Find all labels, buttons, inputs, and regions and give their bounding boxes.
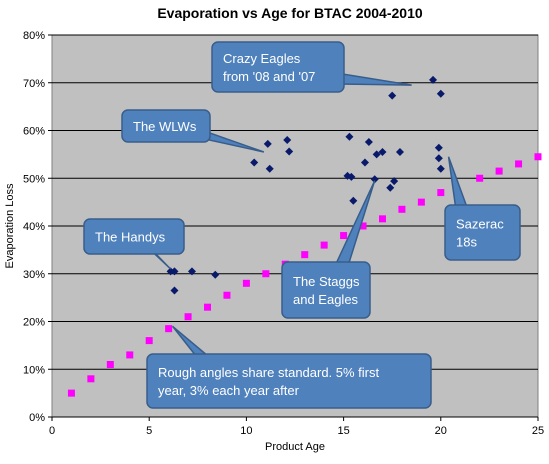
data-point [390,177,399,186]
y-tick-label: 20% [23,317,45,329]
y-axis-ticks: 0% 10% 20% 30% 40% 50% 60% 70% 80% [23,30,52,424]
data-point [145,337,153,345]
data-point [495,167,503,175]
data-point [211,270,220,279]
data-point [187,267,196,276]
callout: Rough angles share standard. 5% first yea… [146,325,432,409]
data-point [126,351,134,359]
data-point [250,158,259,167]
chart-title: Evaporation vs Age for BTAC 2004-2010 [157,5,423,21]
callout-text: The WLWs [133,119,197,134]
x-tick-label: 15 [337,425,349,437]
data-point [476,174,484,182]
callout-box [281,261,371,319]
callout-text: Sazerac [456,217,504,232]
callout: The WLWs [121,109,265,153]
data-point [265,164,274,173]
data-point [170,267,179,276]
callout-text: from '08 and '07 [223,69,315,84]
x-tick-label: 5 [146,425,152,437]
data-point [285,147,294,156]
data-point [283,136,292,145]
y-tick-label: 80% [23,30,45,42]
data-point [436,164,445,173]
x-tick-label: 20 [435,425,447,437]
callout-text: The Staggs [293,274,360,289]
data-point [106,360,114,368]
callouts: Crazy Eagles from '08 and '07 The WLWs The … [83,41,521,409]
callout-text: and Eagles [293,292,359,307]
data-point [534,153,542,161]
data-point [364,137,373,146]
callout-text: 18s [456,235,477,250]
data-point [170,286,179,295]
data-point [184,313,192,321]
x-tick-label: 10 [240,425,252,437]
callout-text: The Handys [95,230,166,245]
y-tick-label: 30% [23,269,45,281]
data-point [340,232,348,240]
callout: The Handys [83,218,185,270]
data-point [417,198,425,206]
y-tick-label: 60% [23,126,45,138]
y-axis-label: Evaporation Loss [4,183,16,268]
x-axis-label: Product Age [265,441,325,453]
x-tick-label: 25 [532,425,544,437]
callout-box [121,109,211,143]
series-layer [67,75,542,397]
data-point [372,150,381,159]
callout: Sazerac 18s [444,156,521,261]
data-point [378,215,386,223]
data-point [204,303,212,311]
y-tick-label: 0% [29,412,45,424]
data-point [437,189,445,197]
y-tick-label: 40% [23,221,45,233]
y-tick-label: 50% [23,173,45,185]
data-point [263,139,272,148]
callout-text: year, 3% each year after [158,383,300,398]
data-point [360,158,369,167]
data-point [434,143,443,152]
data-point [262,270,270,278]
callout-box [83,218,185,255]
callout: The Staggs and Eagles [281,180,376,319]
data-point [67,389,75,397]
series-1 [166,75,445,295]
data-point [370,175,379,184]
callout-text: Rough angles share standard. 5% first [158,365,380,380]
data-point [349,196,358,205]
data-point [165,325,173,333]
data-point [223,291,231,299]
data-point [242,279,250,287]
data-point [378,147,387,156]
data-point [434,154,443,163]
series-2 [67,153,542,397]
data-point [301,251,309,259]
data-point [386,183,395,192]
data-point [388,91,397,100]
data-point [515,160,523,168]
callout: Crazy Eagles from '08 and '07 [211,41,412,93]
x-axis-ticks: 0 5 10 15 20 25 [49,417,544,437]
data-point [398,205,406,213]
callout-box [146,353,432,409]
callout-box [444,204,521,261]
data-point [429,75,438,84]
y-tick-label: 10% [23,364,45,376]
y-tick-label: 70% [23,78,45,90]
data-point [359,222,367,230]
data-point [320,241,328,249]
data-point [395,147,404,156]
callout-box [211,41,345,93]
data-point [345,132,354,141]
data-point [347,172,356,181]
callout-text: Crazy Eagles [223,51,301,66]
data-point [87,375,95,383]
data-point [436,89,445,98]
x-tick-label: 0 [49,425,55,437]
